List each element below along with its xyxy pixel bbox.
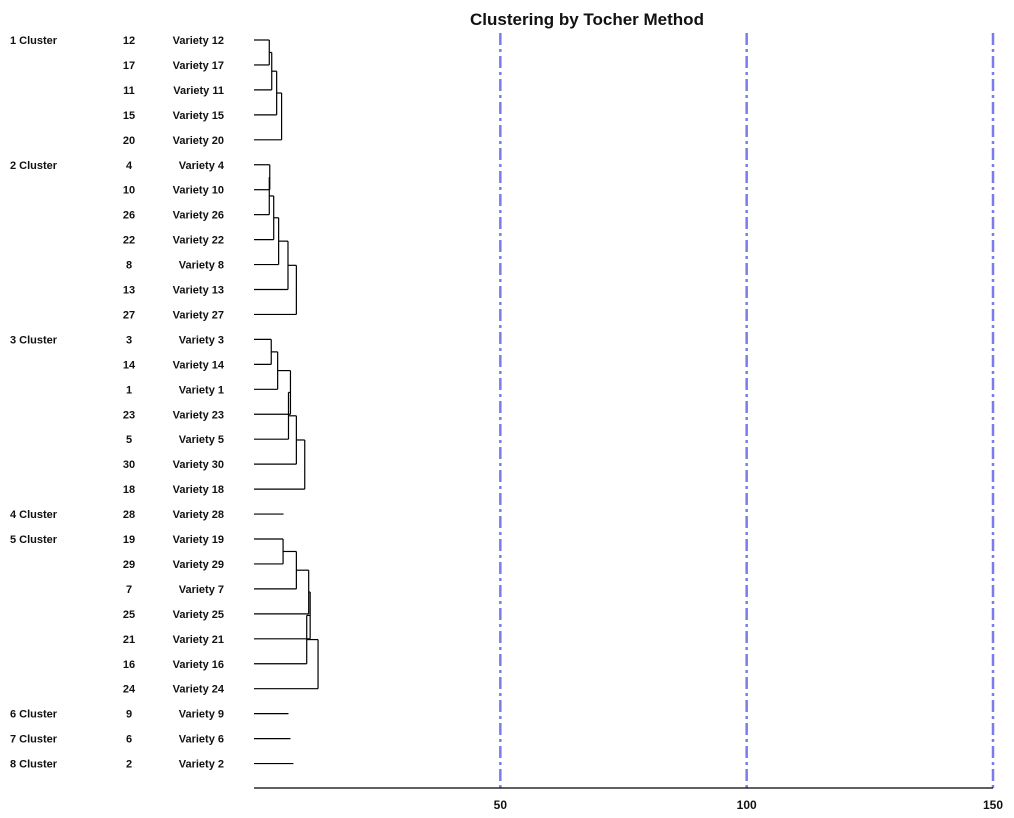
leaf-name: Variety 28 [173,509,224,521]
leaf-name: Variety 23 [173,409,224,421]
leaf-name: Variety 29 [173,559,224,571]
leaf-name: Variety 27 [173,309,224,321]
x-axis: 50 100 150 [254,787,1003,812]
leaf-name: Variety 21 [173,634,224,646]
leaf-id: 24 [123,684,136,696]
leaf-name: Variety 3 [179,334,224,346]
leaf-name: Variety 6 [179,734,224,746]
leaf-id: 3 [126,334,132,346]
leaf-id: 8 [126,260,132,272]
leaf-id: 9 [126,709,132,721]
leaf-id: 19 [123,534,135,546]
leaf-name: Variety 26 [173,210,224,222]
grid-lines [499,33,995,788]
cluster-label: 2 Cluster [10,160,58,172]
leaf-id: 22 [123,235,135,247]
leaf-name: Variety 24 [173,684,225,696]
leaf-name: Variety 20 [173,135,224,147]
cluster-label: 6 Cluster [10,709,58,721]
leaf-id: 15 [123,110,135,122]
leaf-id: 2 [126,759,132,771]
leaf-name: Variety 10 [173,185,224,197]
chart-title: Clustering by Tocher Method [470,10,704,29]
leaf-id: 18 [123,484,135,496]
x-tick-label: 100 [737,798,757,812]
leaf-name: Variety 8 [179,260,224,272]
leaf-name: Variety 19 [173,534,224,546]
leaf-id: 4 [126,160,133,172]
leaf-id: 5 [126,434,132,446]
leaf-id: 17 [123,60,135,72]
leaf-name: Variety 7 [179,584,224,596]
cluster-label: 8 Cluster [10,759,58,771]
leaf-name: Variety 4 [179,160,225,172]
leaf-id: 29 [123,559,135,571]
leaf-name: Variety 1 [179,384,224,396]
leaf-name: Variety 17 [173,60,224,72]
leaf-name: Variety 12 [173,35,224,47]
leaf-name: Variety 11 [173,85,224,97]
leaf-id: 6 [126,734,132,746]
cluster-label: 3 Cluster [10,334,58,346]
leaf-name: Variety 5 [179,434,224,446]
cluster-label: 1 Cluster [10,35,58,47]
leaf-id: 27 [123,309,135,321]
leaf-id: 21 [123,634,135,646]
x-tick-label: 150 [983,798,1003,812]
leaf-id: 20 [123,135,135,147]
leaf-name: Variety 25 [173,609,224,621]
leaf-id: 28 [123,509,135,521]
leaf-id: 16 [123,659,135,671]
leaf-id: 30 [123,459,135,471]
cluster-label: 5 Cluster [10,534,58,546]
leaf-name: Variety 9 [179,709,224,721]
leaf-id: 7 [126,584,132,596]
leaf-name: Variety 2 [179,759,224,771]
leaf-id: 1 [126,384,132,396]
leaf-name: Variety 14 [173,359,225,371]
leaf-id: 11 [123,85,135,97]
leaf-name: Variety 22 [173,235,224,247]
cluster-label: 4 Cluster [10,509,58,521]
leaf-name: Variety 30 [173,459,224,471]
leaf-id: 14 [123,359,136,371]
x-tick-label: 50 [494,798,508,812]
leaf-name: Variety 16 [173,659,224,671]
leaf-id: 23 [123,409,135,421]
leaf-id: 10 [123,185,135,197]
leaf-id: 25 [123,609,135,621]
leaf-name: Variety 18 [173,484,224,496]
leaf-name: Variety 13 [173,285,224,297]
dendrogram-branches [254,39,319,765]
leaf-id: 12 [123,35,135,47]
cluster-label: 7 Cluster [10,734,58,746]
leaf-id: 26 [123,210,135,222]
leaf-id: 13 [123,285,135,297]
leaf-name: Variety 15 [173,110,224,122]
